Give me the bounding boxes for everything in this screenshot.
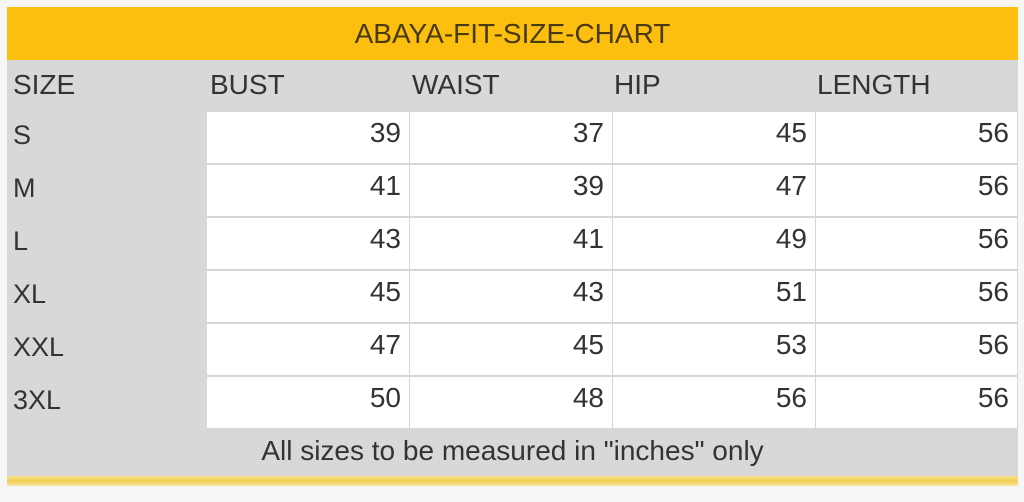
table-cell-hip: 47 — [613, 165, 816, 217]
table-cell-bust: 39 — [207, 112, 410, 164]
column-header-length: LENGTH — [817, 69, 931, 100]
size-chart-table: ABAYA-FIT-SIZE-CHART All sizes to be mea… — [7, 7, 1018, 478]
table-cell-waist: 37 — [410, 112, 613, 164]
table-cell-waist: 41 — [410, 218, 613, 270]
table-cell-bust: 47 — [207, 324, 410, 376]
table-cell-waist: 39 — [410, 165, 613, 217]
table-cell-bust: 45 — [207, 271, 410, 323]
table-cell-bust: 50 — [207, 377, 410, 429]
table-cell-hip: 51 — [613, 271, 816, 323]
bottom-accent-bar — [7, 476, 1018, 486]
table-cell-length: 56 — [816, 377, 1018, 429]
table-cell-length: 56 — [816, 112, 1018, 164]
column-header-waist: WAIST — [412, 69, 500, 100]
table-cell-bust: 43 — [207, 218, 410, 270]
size-label: M — [13, 173, 36, 203]
size-label: XL — [13, 279, 47, 309]
table-cell-hip: 53 — [613, 324, 816, 376]
size-label: XXL — [13, 332, 65, 362]
table-cell-length: 56 — [816, 218, 1018, 270]
table-cell-waist: 48 — [410, 377, 613, 429]
size-label: L — [13, 226, 29, 256]
table-cell-waist: 45 — [410, 324, 613, 376]
table-cell-hip: 56 — [613, 377, 816, 429]
column-header-hip: HIP — [614, 69, 661, 100]
table-cell-length: 56 — [816, 271, 1018, 323]
chart-title: ABAYA-FIT-SIZE-CHART — [7, 7, 1018, 60]
table-cell-hip: 49 — [613, 218, 816, 270]
table-cell-length: 56 — [816, 165, 1018, 217]
measurement-note: All sizes to be measured in "inches" onl… — [261, 435, 764, 466]
column-header-size: SIZE — [13, 69, 76, 100]
table-cell-length: 56 — [816, 324, 1018, 376]
column-header-bust: BUST — [210, 69, 285, 100]
size-label: 3XL — [13, 385, 62, 415]
table-cell-bust: 41 — [207, 165, 410, 217]
table-cell-waist: 43 — [410, 271, 613, 323]
size-label: S — [13, 120, 32, 150]
table-cell-hip: 45 — [613, 112, 816, 164]
